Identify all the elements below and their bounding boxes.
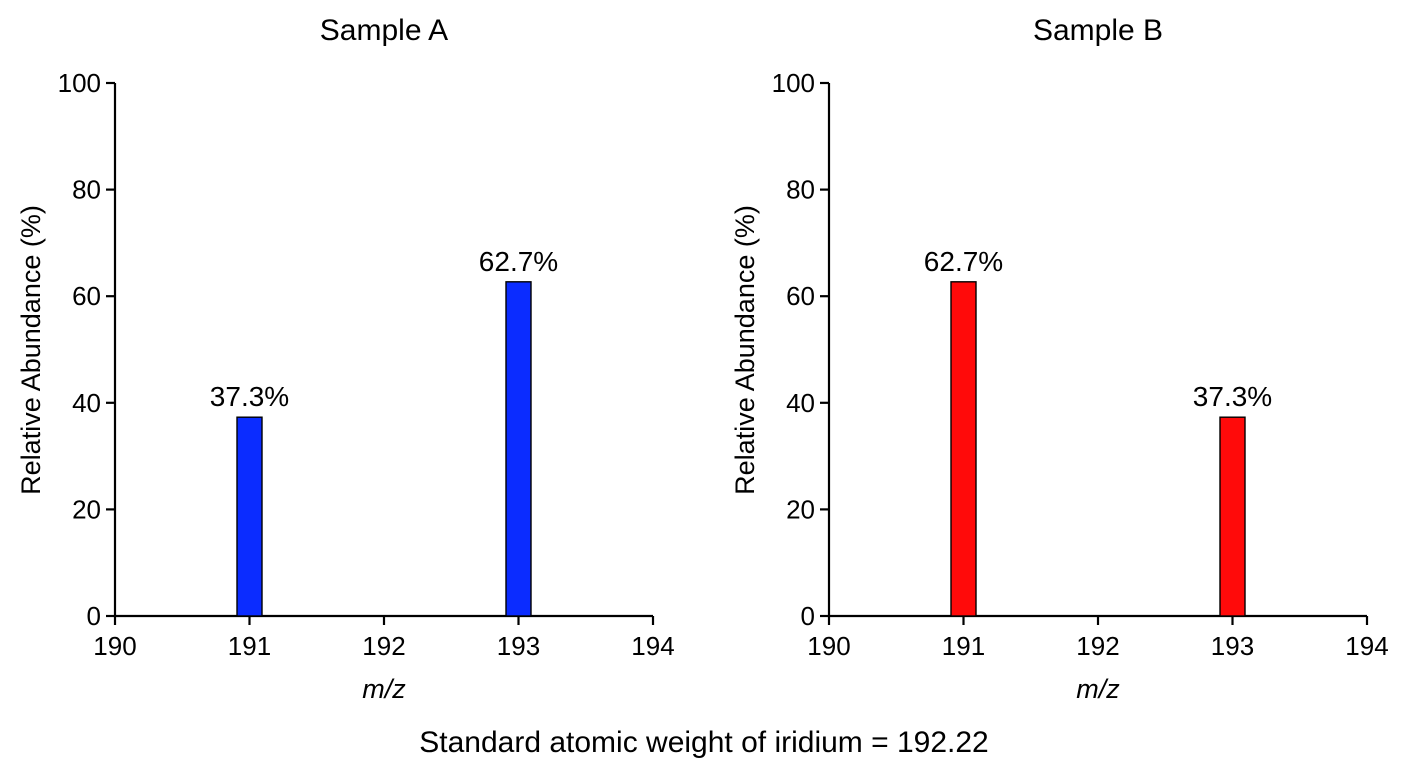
y-tick-label: 100 [772,68,815,98]
y-tick-label: 0 [87,601,101,631]
bar [1219,416,1246,617]
chart-panel-sample-b: Sample B Relative Abundance (%) m/z 0 20 4… [730,14,1389,704]
bar-group: 62.7% 37.3% [924,246,1272,617]
data-label: 62.7% [479,246,558,277]
chart-title: Sample A [320,14,448,47]
x-axis-label: m/z [362,674,406,704]
bar [505,281,532,617]
x-tick-label: 193 [497,631,540,661]
y-tick-label: 40 [786,388,815,418]
y-tick-label: 60 [72,281,101,311]
chart-panel-sample-a: Sample A Relative Abundance (%) m/z 0 20 4… [16,14,675,704]
x-tick-label: 192 [1076,631,1119,661]
x-tick-label: 191 [942,631,985,661]
x-tick-label: 190 [807,631,850,661]
y-axis-label: Relative Abundance (%) [730,205,760,495]
axis-ticks: 0 20 40 60 80 100 190 191 192 193 194 [772,68,1389,661]
x-tick-label: 194 [1345,631,1388,661]
y-tick-label: 60 [786,281,815,311]
y-tick-label: 40 [72,388,101,418]
x-axis-label: m/z [1076,674,1120,704]
y-tick-label: 80 [72,175,101,205]
y-tick-label: 0 [801,601,815,631]
bar [236,416,263,617]
x-tick-label: 191 [228,631,271,661]
y-tick-label: 80 [786,175,815,205]
y-tick-label: 20 [786,494,815,524]
x-tick-label: 194 [631,631,674,661]
chart-title: Sample B [1033,14,1163,47]
y-axis-label: Relative Abundance (%) [16,205,46,495]
y-tick-label: 20 [72,494,101,524]
x-tick-label: 192 [362,631,405,661]
axis-ticks: 0 20 40 60 80 100 190 191 192 193 194 [58,68,675,661]
data-label: 62.7% [924,246,1003,277]
x-tick-label: 190 [93,631,136,661]
data-label: 37.3% [1193,381,1272,412]
bar [950,281,977,617]
data-label: 37.3% [210,381,289,412]
x-tick-label: 193 [1211,631,1254,661]
bar-group: 37.3% 62.7% [210,246,558,617]
footnote-text: Standard atomic weight of iridium = 192.… [419,726,989,759]
y-tick-label: 100 [58,68,101,98]
